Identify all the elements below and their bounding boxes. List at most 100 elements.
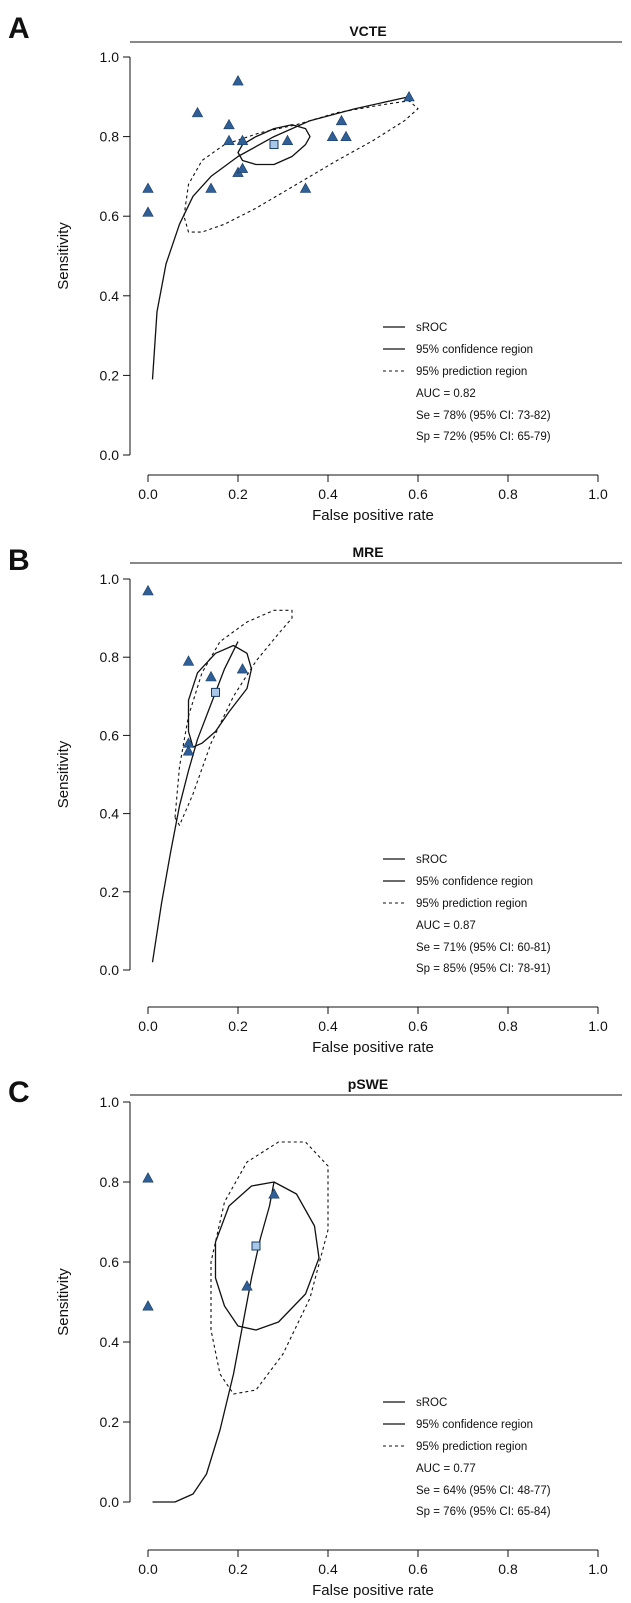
panel-label: C xyxy=(8,1076,30,1109)
x-axis-label: False positive rate xyxy=(312,507,434,524)
chart-panel-a: A VCTE 0.0 0.2 0.4 0.6 0.8 1.0 0.0 0.2 0.4 0.6 0.8 1.… xyxy=(8,12,622,524)
prediction-region xyxy=(174,609,293,826)
study-point xyxy=(182,655,195,666)
y-tick-label: 0.6 xyxy=(100,208,120,224)
y-tick-label: 0.2 xyxy=(100,884,120,900)
study-point xyxy=(340,130,352,142)
y-tick-label: 0.4 xyxy=(100,806,120,822)
specificity-text: Sp = 76% (95% CI: 65-84) xyxy=(416,1506,551,1518)
specificity-text: Sp = 85% (95% CI: 78-91) xyxy=(416,963,551,975)
x-tick-label: 0.4 xyxy=(318,1561,338,1577)
study-point xyxy=(326,130,339,142)
legend-label-sroc: sROC xyxy=(416,322,447,334)
summary-point xyxy=(211,687,220,697)
y-tick-label: 0.6 xyxy=(100,727,120,743)
legend: sROC 95% confidence region 95% prediction … xyxy=(383,1397,551,1518)
study-point xyxy=(142,182,154,193)
x-tick-label: 0.2 xyxy=(228,486,248,502)
x-tick-label: 0.0 xyxy=(138,486,158,502)
y-tick-label: 1.0 xyxy=(100,571,120,587)
x-axis-label: False positive rate xyxy=(312,1039,434,1056)
legend-label-confidence: 95% confidence region xyxy=(416,876,533,888)
study-point xyxy=(403,90,415,102)
x-tick-label: 1.0 xyxy=(588,486,608,502)
chart-title: VCTE xyxy=(349,23,386,39)
legend-label-confidence: 95% confidence region xyxy=(416,344,533,356)
legend: sROC 95% confidence region 95% prediction … xyxy=(383,854,551,975)
study-point xyxy=(205,670,217,682)
y-tick-label: 0.8 xyxy=(100,129,120,145)
study-point xyxy=(142,584,154,596)
x-tick-label: 1.0 xyxy=(588,1561,608,1577)
legend: sROC 95% confidence region 95% prediction … xyxy=(383,322,551,443)
study-point xyxy=(142,1172,154,1183)
auc-text: AUC = 0.77 xyxy=(416,1463,476,1475)
study-point xyxy=(232,75,244,86)
prediction-region xyxy=(210,1141,329,1395)
x-tick-label: 0.0 xyxy=(138,1561,158,1577)
sroc-curve xyxy=(151,96,410,380)
confidence-region xyxy=(214,1181,320,1331)
y-axis-label: Sensitivity xyxy=(55,1268,72,1336)
y-tick-label: 0.2 xyxy=(100,367,120,383)
x-tick-label: 0.4 xyxy=(318,1018,338,1034)
y-tick-label: 0.0 xyxy=(100,1494,120,1510)
sensitivity-text: Se = 78% (95% CI: 73-82) xyxy=(416,410,551,422)
study-point xyxy=(236,162,249,173)
study-point xyxy=(335,114,348,126)
y-tick-label: 0.8 xyxy=(100,649,120,665)
auc-text: AUC = 0.82 xyxy=(416,388,476,400)
x-tick-label: 0.0 xyxy=(138,1018,158,1034)
x-tick-label: 0.8 xyxy=(498,1018,518,1034)
summary-point xyxy=(251,1241,261,1251)
specificity-text: Sp = 72% (95% CI: 65-79) xyxy=(416,431,551,443)
auc-text: AUC = 0.87 xyxy=(416,920,476,932)
study-point xyxy=(142,1300,154,1311)
study-point xyxy=(182,745,195,756)
x-tick-label: 1.0 xyxy=(588,1018,608,1034)
y-tick-label: 0.4 xyxy=(100,288,120,304)
study-point xyxy=(268,1188,280,1199)
legend-label-confidence: 95% confidence region xyxy=(416,1419,533,1431)
sroc-curve xyxy=(151,641,239,963)
legend-label-sroc: sROC xyxy=(416,1397,447,1409)
y-tick-label: 1.0 xyxy=(100,49,120,65)
x-tick-label: 0.8 xyxy=(498,1561,518,1577)
study-point xyxy=(142,206,154,217)
y-tick-label: 0.4 xyxy=(100,1334,120,1350)
study-point xyxy=(205,182,217,193)
study-point xyxy=(299,182,312,193)
x-tick-label: 0.2 xyxy=(228,1561,248,1577)
x-tick-label: 0.6 xyxy=(408,1561,428,1577)
y-tick-label: 0.8 xyxy=(100,1174,120,1190)
sroc-curve xyxy=(152,1181,275,1503)
panel-label: A xyxy=(8,12,30,45)
y-axis-label: Sensitivity xyxy=(55,740,72,808)
x-tick-label: 0.2 xyxy=(228,1018,248,1034)
study-point xyxy=(281,134,294,146)
confidence-region xyxy=(187,644,253,748)
y-axis-label: Sensitivity xyxy=(55,222,72,290)
legend-label-prediction: 95% prediction region xyxy=(416,898,527,910)
summary-point xyxy=(269,140,279,150)
x-tick-label: 0.6 xyxy=(408,1018,428,1034)
x-axis-label: False positive rate xyxy=(312,1582,434,1599)
study-point xyxy=(241,1280,253,1291)
y-tick-label: 0.0 xyxy=(100,962,120,978)
panel-label: B xyxy=(8,544,30,577)
y-tick-label: 0.6 xyxy=(100,1254,120,1270)
chart-title: MRE xyxy=(352,544,383,560)
y-tick-label: 1.0 xyxy=(100,1094,120,1110)
prediction-region xyxy=(183,100,419,233)
study-point xyxy=(223,118,235,130)
study-point xyxy=(236,134,249,146)
y-tick-label: 0.2 xyxy=(100,1414,120,1430)
y-tick-label: 0.0 xyxy=(100,447,120,463)
sensitivity-text: Se = 64% (95% CI: 48-77) xyxy=(416,1485,551,1497)
x-tick-label: 0.8 xyxy=(498,486,518,502)
study-point xyxy=(236,663,249,674)
legend-label-prediction: 95% prediction region xyxy=(416,1441,527,1453)
study-point xyxy=(223,134,235,146)
